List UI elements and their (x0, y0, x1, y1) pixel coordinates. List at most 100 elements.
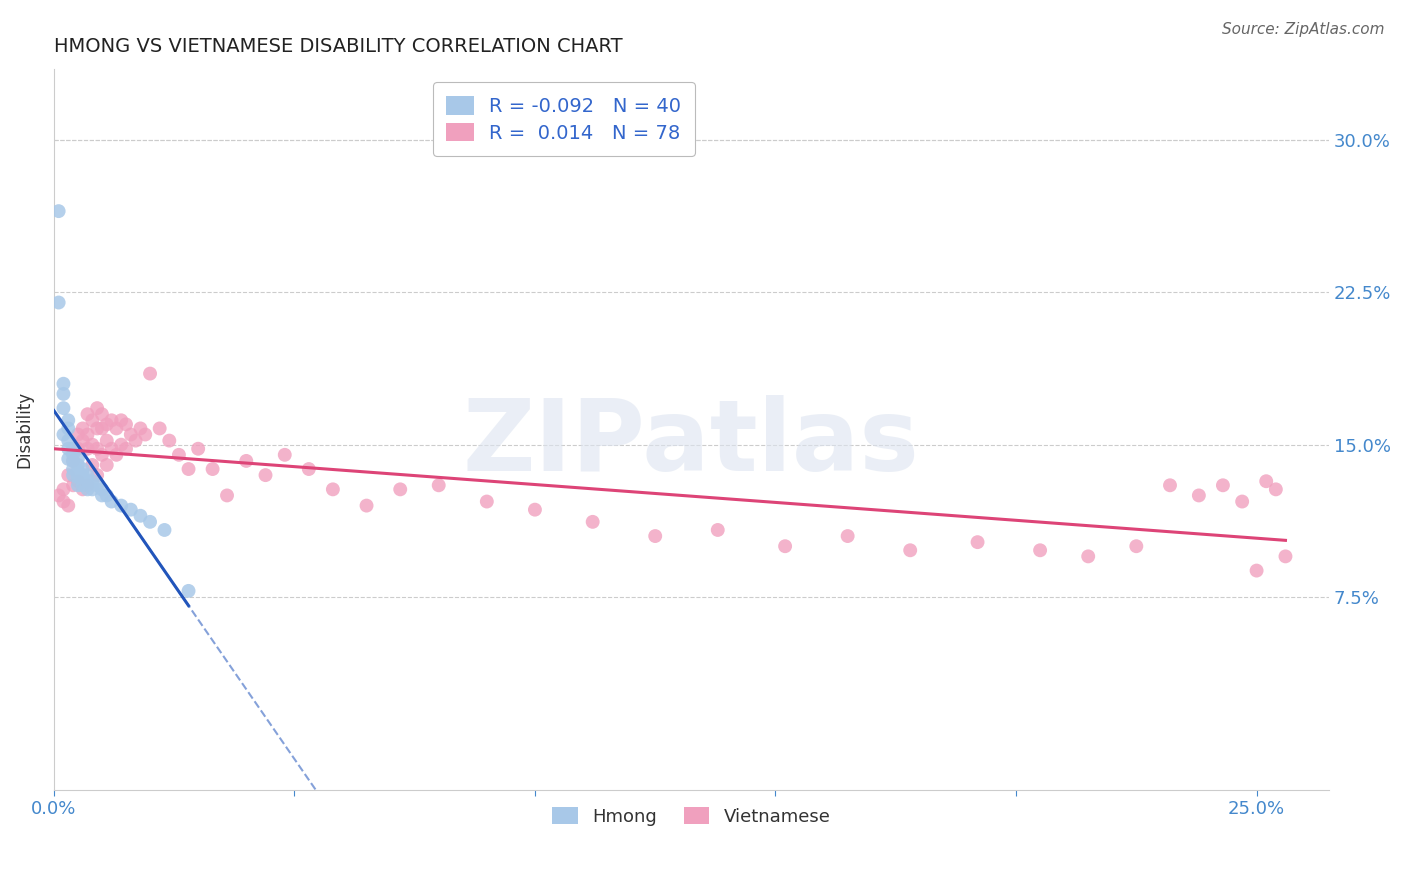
Point (1125, 539, 1147, 553)
Point (82, 483, 104, 497)
Point (86, 468, 108, 483)
Point (72, 478, 94, 492)
Point (72, 468, 94, 483)
Point (254, 468, 277, 483)
Point (475, 494, 498, 508)
Point (58, 442, 80, 456)
Point (82, 458, 104, 472)
Point (1230, 494, 1253, 508)
Point (1077, 549, 1099, 564)
Point (62, 462, 84, 476)
Point (58, 421, 80, 435)
Point (100, 442, 122, 456)
Point (86, 442, 108, 456)
Point (86, 478, 108, 492)
Point (96, 458, 118, 472)
Point (356, 499, 378, 513)
Point (149, 421, 172, 435)
Point (115, 442, 138, 456)
Point (58, 413, 80, 427)
Point (91, 421, 114, 435)
Point (96, 417, 118, 432)
Point (215, 488, 238, 502)
Point (62, 454, 84, 468)
Point (1264, 483, 1286, 497)
Point (62, 478, 84, 492)
Text: ZIPatlas: ZIPatlas (463, 395, 920, 492)
Point (66, 458, 89, 472)
Point (52, 494, 75, 508)
Point (167, 448, 190, 462)
Point (91, 483, 114, 497)
Point (76, 478, 98, 492)
Point (1159, 478, 1181, 492)
Point (644, 529, 666, 543)
Point (86, 421, 108, 435)
Legend: Hmong, Vietnamese: Hmong, Vietnamese (543, 798, 839, 835)
Point (898, 543, 921, 558)
Point (62, 448, 84, 462)
Point (139, 515, 162, 529)
Point (177, 462, 200, 476)
Point (322, 483, 344, 497)
Point (1256, 474, 1278, 488)
Point (1246, 564, 1268, 578)
Point (1029, 543, 1052, 558)
Point (105, 448, 128, 462)
Point (966, 535, 988, 549)
Point (1212, 478, 1234, 492)
Text: Source: ZipAtlas.com: Source: ZipAtlas.com (1222, 22, 1385, 37)
Point (427, 478, 450, 492)
Point (91, 488, 114, 502)
Point (100, 413, 122, 427)
Point (389, 483, 412, 497)
Point (76, 483, 98, 497)
Point (110, 413, 132, 427)
Point (120, 502, 142, 516)
Point (72, 421, 94, 435)
Point (773, 539, 796, 553)
Point (58, 451, 80, 466)
Point (76, 407, 98, 421)
Point (66, 474, 89, 488)
Point (72, 434, 94, 448)
Point (72, 483, 94, 497)
Point (124, 434, 146, 448)
Point (76, 468, 98, 483)
Point (52, 483, 75, 497)
Point (96, 488, 118, 502)
Point (1274, 549, 1296, 564)
Point (582, 515, 605, 529)
Point (58, 499, 80, 513)
Point (66, 470, 89, 484)
Point (66, 442, 89, 456)
Point (48, 488, 70, 502)
Point (66, 451, 89, 466)
Point (91, 448, 114, 462)
Point (187, 442, 209, 456)
Point (706, 523, 728, 537)
Point (129, 508, 152, 523)
Point (82, 474, 104, 488)
Point (105, 421, 128, 435)
Point (91, 407, 114, 421)
Point (66, 427, 89, 442)
Point (134, 427, 156, 442)
Y-axis label: Disability: Disability (15, 391, 32, 468)
Point (235, 454, 257, 468)
Point (66, 478, 89, 492)
Point (76, 474, 98, 488)
Point (82, 413, 104, 427)
Point (139, 367, 162, 381)
Point (76, 427, 98, 442)
Point (62, 454, 84, 468)
Point (58, 434, 80, 448)
Text: HMONG VS VIETNAMESE DISABILITY CORRELATION CHART: HMONG VS VIETNAMESE DISABILITY CORRELATI… (53, 37, 623, 56)
Point (82, 438, 104, 452)
Point (48, 204, 70, 219)
Point (66, 464, 89, 478)
Point (1188, 488, 1211, 502)
Point (52, 376, 75, 391)
Point (72, 462, 94, 476)
Point (523, 502, 546, 516)
